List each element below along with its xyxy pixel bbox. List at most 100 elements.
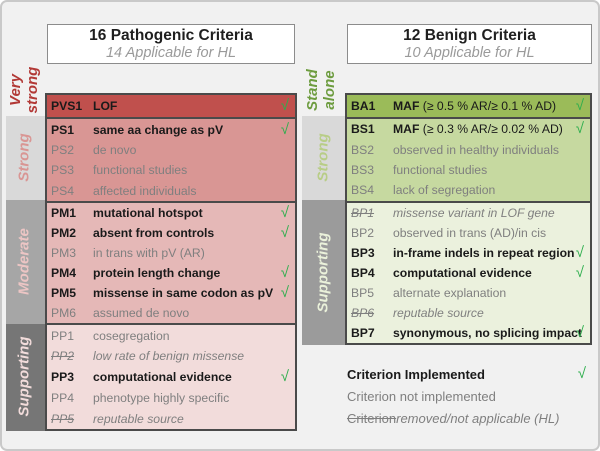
criterion-description: missense variant in LOF gene <box>393 205 555 220</box>
pathogenic-title: 16 Pathogenic Criteria <box>89 26 253 44</box>
criteria-row-ps3: PS3 functional studies <box>47 160 295 180</box>
criterion-code: PS1 <box>51 122 75 137</box>
criterion-code: BP6 <box>351 305 375 320</box>
criterion-code: BS2 <box>351 142 375 157</box>
criteria-row-pp3: PP3 computational evidence √ <box>47 367 295 388</box>
criterion-code: BS3 <box>351 163 375 178</box>
criteria-row-pm4: PM4 protein length change √ <box>47 263 295 283</box>
section-label-very-strong: Very strong <box>7 66 41 114</box>
criteria-row-pp1: PP1 cosegregation <box>47 325 295 346</box>
criterion-code: BS1 <box>351 122 375 137</box>
criterion-code: BA1 <box>351 99 376 114</box>
criterion-code: BP1 <box>351 205 375 220</box>
criterion-code: PM6 <box>51 306 77 321</box>
criterion-code: PS2 <box>51 142 75 157</box>
pathogenic-subtitle: 14 Applicable for HL <box>105 44 237 61</box>
criterion-description: absent from controls <box>93 225 215 240</box>
criterion-description: functional studies <box>393 163 488 178</box>
criteria-row-pp2: PP2 low rate of benign missense <box>47 346 295 367</box>
criteria-row-bs3: BS3 functional studies <box>347 160 590 180</box>
benign-subtitle: 10 Applicable for HL <box>404 44 535 61</box>
checkmark-icon: √ <box>575 263 584 281</box>
criterion-description: observed in healthy individuals <box>393 142 559 157</box>
criteria-row-bs1: BS1 MAF (≥ 0.3 % AR/≥ 0.02 % AD) √ <box>347 119 590 139</box>
criteria-row-ba1: BA1 MAF (≥ 0.5 % AR/≥ 0.1 % AD) √ <box>347 95 590 117</box>
checkmark-icon: √ <box>280 264 289 282</box>
checkmark-icon: √ <box>280 368 289 386</box>
criterion-code: PP5 <box>51 411 75 426</box>
criteria-row-bs4: BS4 lack of segregation <box>347 180 590 200</box>
checkmark-icon: √ <box>280 224 289 242</box>
criterion-description: computational evidence <box>393 265 532 280</box>
criterion-code: BP4 <box>351 265 375 280</box>
criterion-description: in-frame indels in repeat region <box>393 245 575 260</box>
criterion-description: same aa change as pV <box>93 122 224 137</box>
criterion-code: PM3 <box>51 245 77 260</box>
checkmark-icon: √ <box>575 324 584 342</box>
criterion-description: mutational hotspot <box>93 205 203 220</box>
criteria-row-pp4: PP4 phenotype highly specific <box>47 387 295 408</box>
criterion-code: PP2 <box>51 349 75 364</box>
benign-stand-alone-section: BA1 MAF (≥ 0.5 % AR/≥ 0.1 % AD) √ <box>347 95 590 118</box>
criterion-description: de novo <box>93 142 137 157</box>
criteria-row-bp5: BP5 alternate explanation <box>347 283 590 303</box>
checkmark-icon: √ <box>280 120 289 138</box>
checkmark-icon: √ <box>280 97 289 115</box>
criterion-description: cosegregation <box>93 328 170 343</box>
criteria-row-bp3: BP3 in-frame indels in repeat region √ <box>347 243 590 263</box>
criterion-code: PP1 <box>51 328 75 343</box>
criterion-description: MAF (≥ 0.3 % AR/≥ 0.02 % AD) <box>393 122 563 137</box>
criterion-description: alternate explanation <box>393 285 507 300</box>
criterion-description: protein length change <box>93 266 221 281</box>
pathogenic-moderate-section: PM1 mutational hotspot √ PM2 absent from con… <box>47 200 295 324</box>
legend-not-implemented: Criterion not implemented <box>347 385 592 407</box>
criterion-code: PM5 <box>51 286 77 301</box>
criterion-description: missense in same codon as pV <box>93 286 274 301</box>
criteria-row-ps1: PS1 same aa change as pV √ <box>47 119 295 139</box>
section-label-moderate: Moderate <box>15 228 33 295</box>
criteria-row-ps2: PS2 de novo <box>47 140 295 160</box>
criterion-code: PM4 <box>51 266 77 281</box>
criterion-description: functional studies <box>93 163 188 178</box>
criterion-code: PVS1 <box>51 99 83 114</box>
section-label-pathogenic-strong: Strong <box>15 133 33 182</box>
section-label-pathogenic-supporting: Supporting <box>15 336 33 417</box>
criterion-code: PM2 <box>51 225 77 240</box>
criterion-description: assumed de novo <box>93 306 190 321</box>
criterion-code: BS4 <box>351 183 375 198</box>
checkmark-icon: √ <box>577 365 586 383</box>
section-label-stand-alone: Stand alone <box>304 69 338 111</box>
criteria-row-bp7: BP7 synonymous, no splicing impact √ <box>347 323 590 343</box>
pathogenic-supporting-section: PP1 cosegregation PP2 low rate of benign mi… <box>47 323 295 429</box>
legend-removed-rest: removed/not applicable (HL) <box>396 410 560 426</box>
checkmark-icon: √ <box>575 97 584 115</box>
criterion-description: low rate of benign missense <box>93 349 245 364</box>
criterion-code: BP2 <box>351 225 375 240</box>
criteria-row-pp5: PP5 reputable source <box>47 408 295 429</box>
checkmark-icon: √ <box>575 243 584 261</box>
band-benign-strong <box>302 116 345 200</box>
legend-not-implemented-label: Criterion not implemented <box>347 388 496 404</box>
criteria-row-bp1: BP1 missense variant in LOF gene <box>347 203 590 223</box>
criterion-description: phenotype highly specific <box>93 390 230 405</box>
band-pathogenic-strong <box>6 116 45 200</box>
checkmark-icon: √ <box>280 204 289 222</box>
criterion-code: PP3 <box>51 370 75 385</box>
criterion-code: PS4 <box>51 183 75 198</box>
criteria-row-pm3: PM3 in trans with pV (AR) <box>47 243 295 263</box>
legend-implemented: Criterion Implemented √ <box>347 363 592 385</box>
band-pathogenic-supporting <box>6 324 45 431</box>
criterion-description: affected individuals <box>93 183 197 198</box>
criteria-row-bp2: BP2 observed in trans (AD)/in cis <box>347 223 590 243</box>
legend-removed: Criterion removed/not applicable (HL) <box>347 407 592 429</box>
criteria-row-bp4: BP4 computational evidence √ <box>347 263 590 283</box>
criteria-row-ps4: PS4 affected individuals <box>47 180 295 200</box>
criterion-description: observed in trans (AD)/in cis <box>393 225 547 240</box>
criterion-description: MAF (≥ 0.5 % AR/≥ 0.1 % AD) <box>393 99 557 114</box>
benign-strong-section: BS1 MAF (≥ 0.3 % AR/≥ 0.02 % AD) √ BS2 obser… <box>347 117 590 201</box>
checkmark-icon: √ <box>575 120 584 138</box>
criterion-description: LOF <box>93 99 118 114</box>
criteria-row-bs2: BS2 observed in healthy individuals <box>347 140 590 160</box>
benign-header-box: 12 Benign Criteria 10 Applicable for HL <box>347 24 592 64</box>
